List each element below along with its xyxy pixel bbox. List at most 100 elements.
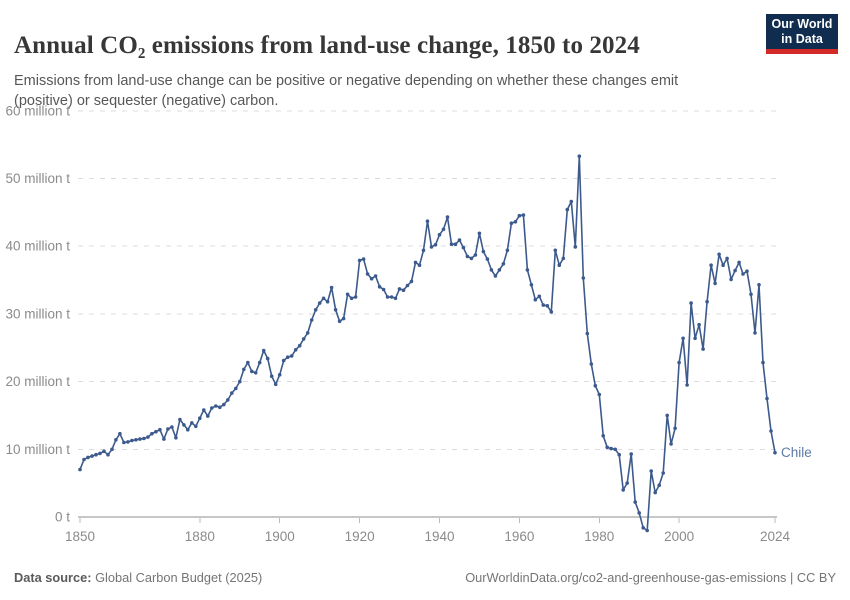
data-point xyxy=(401,288,406,293)
data-point xyxy=(453,242,458,246)
data-point xyxy=(657,483,661,488)
data-point xyxy=(190,421,194,425)
data-point xyxy=(170,425,174,429)
data-point xyxy=(745,269,749,274)
data-point xyxy=(629,452,633,456)
data-point xyxy=(301,337,306,341)
data-point xyxy=(569,199,574,204)
data-point xyxy=(130,438,134,443)
data-point xyxy=(461,245,466,250)
data-point xyxy=(317,301,322,305)
data-point xyxy=(393,296,398,301)
data-point xyxy=(577,154,582,158)
data-point xyxy=(214,404,218,408)
data-point xyxy=(313,308,318,312)
data-point xyxy=(198,416,202,421)
data-point xyxy=(142,436,146,441)
x-axis-label: 1960 xyxy=(504,529,534,544)
y-axis-label: 50 million t xyxy=(5,171,70,186)
data-point xyxy=(285,355,290,360)
data-point xyxy=(529,283,534,287)
data-point xyxy=(210,406,214,410)
data-point xyxy=(417,263,422,268)
data-point xyxy=(293,348,298,352)
data-point xyxy=(441,227,446,232)
data-point xyxy=(246,360,250,365)
data-point xyxy=(222,402,226,407)
data-point xyxy=(517,213,522,218)
data-point xyxy=(94,452,98,457)
data-point xyxy=(765,396,769,401)
x-axis-label: 2024 xyxy=(760,529,791,544)
data-point xyxy=(581,276,586,280)
data-point xyxy=(106,452,110,457)
x-axis-label: 1920 xyxy=(345,529,375,544)
data-point xyxy=(485,257,490,261)
data-point xyxy=(357,258,362,263)
data-point xyxy=(174,436,178,440)
data-point xyxy=(381,287,386,292)
data-point xyxy=(505,248,510,253)
data-point xyxy=(429,245,434,249)
data-point xyxy=(625,481,629,485)
data-point xyxy=(737,260,741,265)
data-point xyxy=(353,295,358,299)
data-point xyxy=(533,297,538,302)
data-point xyxy=(126,440,130,444)
data-point xyxy=(297,343,302,348)
x-axis-label: 2000 xyxy=(664,529,694,544)
data-point xyxy=(477,231,482,236)
data-point xyxy=(305,331,310,335)
data-point xyxy=(365,272,370,276)
data-point xyxy=(345,292,350,297)
data-point xyxy=(186,427,190,432)
data-point xyxy=(713,281,717,286)
data-point xyxy=(645,528,649,533)
data-point xyxy=(369,276,374,281)
data-point xyxy=(277,373,282,377)
data-point xyxy=(685,383,689,387)
data-point xyxy=(561,256,566,261)
data-point xyxy=(465,254,470,259)
owid-logo-line2: in Data xyxy=(781,32,823,46)
data-point xyxy=(605,445,609,450)
data-point xyxy=(90,454,94,458)
data-point xyxy=(377,285,382,289)
data-point xyxy=(86,455,90,460)
data-point xyxy=(389,295,394,299)
data-line xyxy=(79,155,776,532)
chart-footer: Data source: Global Carbon Budget (2025)… xyxy=(14,570,836,585)
data-source-label: Data source: xyxy=(14,570,92,585)
chart-title: Annual CO₂ emissions from land-use chang… xyxy=(14,31,640,59)
data-point xyxy=(753,331,757,335)
data-point xyxy=(158,427,162,432)
data-point xyxy=(613,447,617,452)
data-point xyxy=(761,360,765,365)
data-point xyxy=(609,446,613,451)
owid-logo-line1: Our World xyxy=(771,17,833,31)
data-point xyxy=(325,299,330,304)
data-point xyxy=(253,371,258,375)
data-point xyxy=(445,215,450,219)
data-point xyxy=(601,434,605,438)
data-point xyxy=(218,405,222,410)
data-point xyxy=(549,310,554,314)
data-point xyxy=(261,348,266,353)
data-point xyxy=(489,268,494,272)
data-point xyxy=(154,429,158,434)
data-point xyxy=(741,272,745,276)
data-point xyxy=(501,262,506,266)
data-point xyxy=(114,438,118,442)
data-point xyxy=(621,488,625,492)
owid-logo[interactable]: Our World in Data xyxy=(766,14,838,54)
data-point xyxy=(102,449,106,454)
data-point xyxy=(341,316,346,321)
data-point xyxy=(202,408,206,412)
data-point xyxy=(150,431,154,436)
data-point xyxy=(194,424,198,429)
data-point xyxy=(110,447,114,452)
data-point xyxy=(593,383,598,388)
data-point xyxy=(689,301,693,305)
credit-link[interactable]: OurWorldinData.org/co2-and-greenhouse-ga… xyxy=(465,570,836,585)
